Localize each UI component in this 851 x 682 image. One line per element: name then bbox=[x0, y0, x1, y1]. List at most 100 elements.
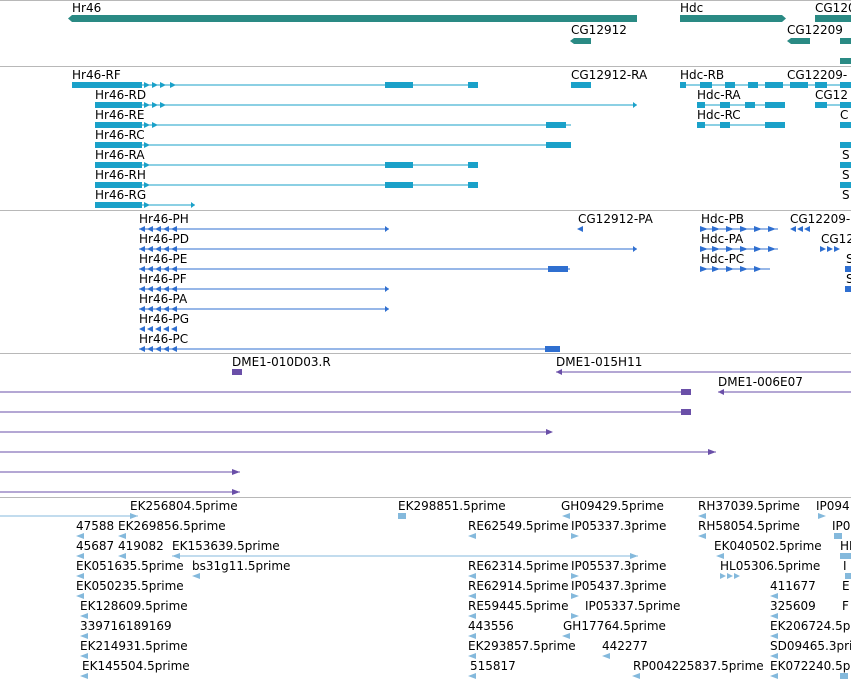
clone-row-1[interactable] bbox=[0, 389, 691, 395]
transcript-cg12209[interactable] bbox=[787, 82, 851, 88]
clone-row-5[interactable] bbox=[0, 469, 240, 475]
transcript-label-hr46-rd: Hr46-RD bbox=[95, 88, 147, 102]
est-515817[interactable] bbox=[468, 673, 476, 679]
est-sd09465[interactable] bbox=[770, 653, 778, 659]
transcript-hr46-re[interactable] bbox=[95, 122, 571, 128]
est-re62914[interactable] bbox=[468, 593, 476, 599]
clone-row-4[interactable] bbox=[0, 449, 716, 455]
gene-cg1209[interactable] bbox=[815, 15, 851, 22]
protein-cg12912-pa[interactable] bbox=[577, 226, 583, 232]
est-ek145504[interactable] bbox=[80, 673, 88, 679]
est-ip05337-3[interactable] bbox=[571, 533, 579, 539]
est-ek269856[interactable] bbox=[118, 533, 126, 539]
est-hi[interactable] bbox=[840, 553, 851, 559]
est-ek072240[interactable] bbox=[770, 673, 778, 679]
est-i[interactable] bbox=[845, 573, 851, 579]
est-label-ip0: IP0 bbox=[832, 519, 851, 533]
est-ek256804[interactable] bbox=[130, 513, 138, 519]
gene-extra-2[interactable] bbox=[840, 58, 851, 64]
protein-hr46-pg[interactable] bbox=[139, 326, 177, 332]
transcript-cg12912-ra[interactable] bbox=[571, 82, 591, 88]
transcript-hr46-rd[interactable] bbox=[95, 102, 637, 108]
est-443556[interactable] bbox=[468, 633, 476, 639]
est-re62314[interactable] bbox=[468, 573, 476, 579]
est-rp004225837[interactable] bbox=[632, 673, 640, 679]
gene-cg12912[interactable] bbox=[570, 38, 591, 44]
est-ek128609[interactable] bbox=[80, 613, 88, 619]
est-gh09429[interactable] bbox=[562, 513, 570, 519]
est-442277[interactable] bbox=[602, 653, 610, 659]
est-label-ip094: IP094 bbox=[816, 499, 850, 513]
clone-dme1-006e07[interactable] bbox=[718, 389, 851, 395]
clone-dme1-010d03[interactable] bbox=[232, 369, 242, 375]
transcript-hdc-rb[interactable] bbox=[680, 82, 800, 88]
est-325609[interactable] bbox=[770, 613, 778, 619]
est-label-325609: 325609 bbox=[770, 599, 816, 613]
est-rh58054[interactable] bbox=[698, 533, 706, 539]
est-edge-bottom[interactable] bbox=[840, 673, 848, 679]
protein-edge-2[interactable] bbox=[845, 286, 851, 292]
est-gh17764[interactable] bbox=[562, 633, 570, 639]
transcript-hdc-ra[interactable] bbox=[697, 102, 785, 108]
protein-hr46-pf[interactable] bbox=[139, 286, 389, 292]
est-ek040502[interactable] bbox=[716, 553, 724, 559]
protein-hr46-pd[interactable] bbox=[139, 246, 637, 252]
gene-hdc[interactable] bbox=[680, 15, 786, 22]
clone-row-3[interactable] bbox=[0, 429, 553, 435]
protein-hdc-pa[interactable] bbox=[700, 246, 778, 252]
clone-row-6[interactable] bbox=[0, 489, 240, 495]
est-ip05337-5[interactable] bbox=[571, 613, 579, 619]
est-45687[interactable] bbox=[76, 553, 84, 559]
est-ek214931[interactable] bbox=[80, 653, 88, 659]
transcript-edge-2[interactable] bbox=[840, 142, 851, 148]
transcript-cg12-partial[interactable] bbox=[815, 102, 851, 108]
transcript-edge-4[interactable] bbox=[840, 182, 851, 188]
est-419082[interactable] bbox=[118, 553, 126, 559]
est-ek051635[interactable] bbox=[76, 573, 84, 579]
transcript-hr46-rh[interactable] bbox=[95, 182, 478, 188]
est-ek206724[interactable] bbox=[770, 633, 778, 639]
protein-hdc-pb[interactable] bbox=[700, 226, 778, 232]
protein-hr46-pe[interactable] bbox=[139, 266, 570, 272]
est-ip05437[interactable] bbox=[571, 593, 579, 599]
est-rh37039[interactable] bbox=[698, 513, 706, 519]
est-re59445[interactable] bbox=[468, 613, 476, 619]
gene-hr46[interactable] bbox=[68, 15, 637, 22]
protein-hr46-pc[interactable] bbox=[139, 346, 560, 352]
protein-hr46-pa[interactable] bbox=[139, 306, 389, 312]
clone-dme1-015h11[interactable] bbox=[556, 369, 851, 375]
est-re62549[interactable] bbox=[468, 533, 476, 539]
est-label-hl05306: HL05306.5prime bbox=[720, 559, 821, 573]
transcript-edge-3[interactable] bbox=[840, 162, 851, 168]
transcript-hr46-ra[interactable] bbox=[95, 162, 478, 168]
est-ip0[interactable] bbox=[834, 533, 842, 539]
protein-label-edge-s2: S bbox=[846, 272, 851, 286]
est-411677[interactable] bbox=[770, 593, 778, 599]
protein-label-hdc-pb: Hdc-PB bbox=[701, 212, 745, 226]
protein-cg12-partial[interactable] bbox=[820, 246, 840, 252]
est-label-rh37039: RH37039.5prime bbox=[698, 499, 800, 513]
protein-hdc-pc[interactable] bbox=[700, 266, 770, 272]
protein-edge-1[interactable] bbox=[845, 266, 851, 272]
protein-label-hdc-pc: Hdc-PC bbox=[701, 252, 745, 266]
est-ek293857[interactable] bbox=[468, 653, 476, 659]
protein-cg12209[interactable] bbox=[790, 226, 810, 232]
transcript-hr46-rc[interactable] bbox=[95, 142, 571, 148]
est-339716[interactable] bbox=[80, 633, 88, 639]
transcript-hdc-rc[interactable] bbox=[697, 122, 785, 128]
est-47588[interactable] bbox=[76, 533, 84, 539]
est-bs31g11[interactable] bbox=[192, 573, 200, 579]
protein-label-hr46-pe: Hr46-PE bbox=[139, 252, 188, 266]
est-ek298851[interactable] bbox=[398, 513, 406, 519]
transcript-edge-1[interactable] bbox=[840, 122, 851, 128]
est-hl05306[interactable] bbox=[720, 573, 740, 579]
gene-cg12209[interactable] bbox=[787, 38, 810, 44]
transcript-hr46-rg[interactable] bbox=[95, 202, 195, 208]
est-ip05537[interactable] bbox=[571, 573, 579, 579]
est-ek050235[interactable] bbox=[76, 593, 84, 599]
protein-hr46-ph[interactable] bbox=[139, 226, 389, 232]
clone-row-2[interactable] bbox=[0, 409, 691, 415]
gene-extra-1[interactable] bbox=[840, 38, 851, 44]
transcript-hr46-rf[interactable] bbox=[72, 82, 478, 88]
est-ip094[interactable] bbox=[818, 513, 826, 519]
